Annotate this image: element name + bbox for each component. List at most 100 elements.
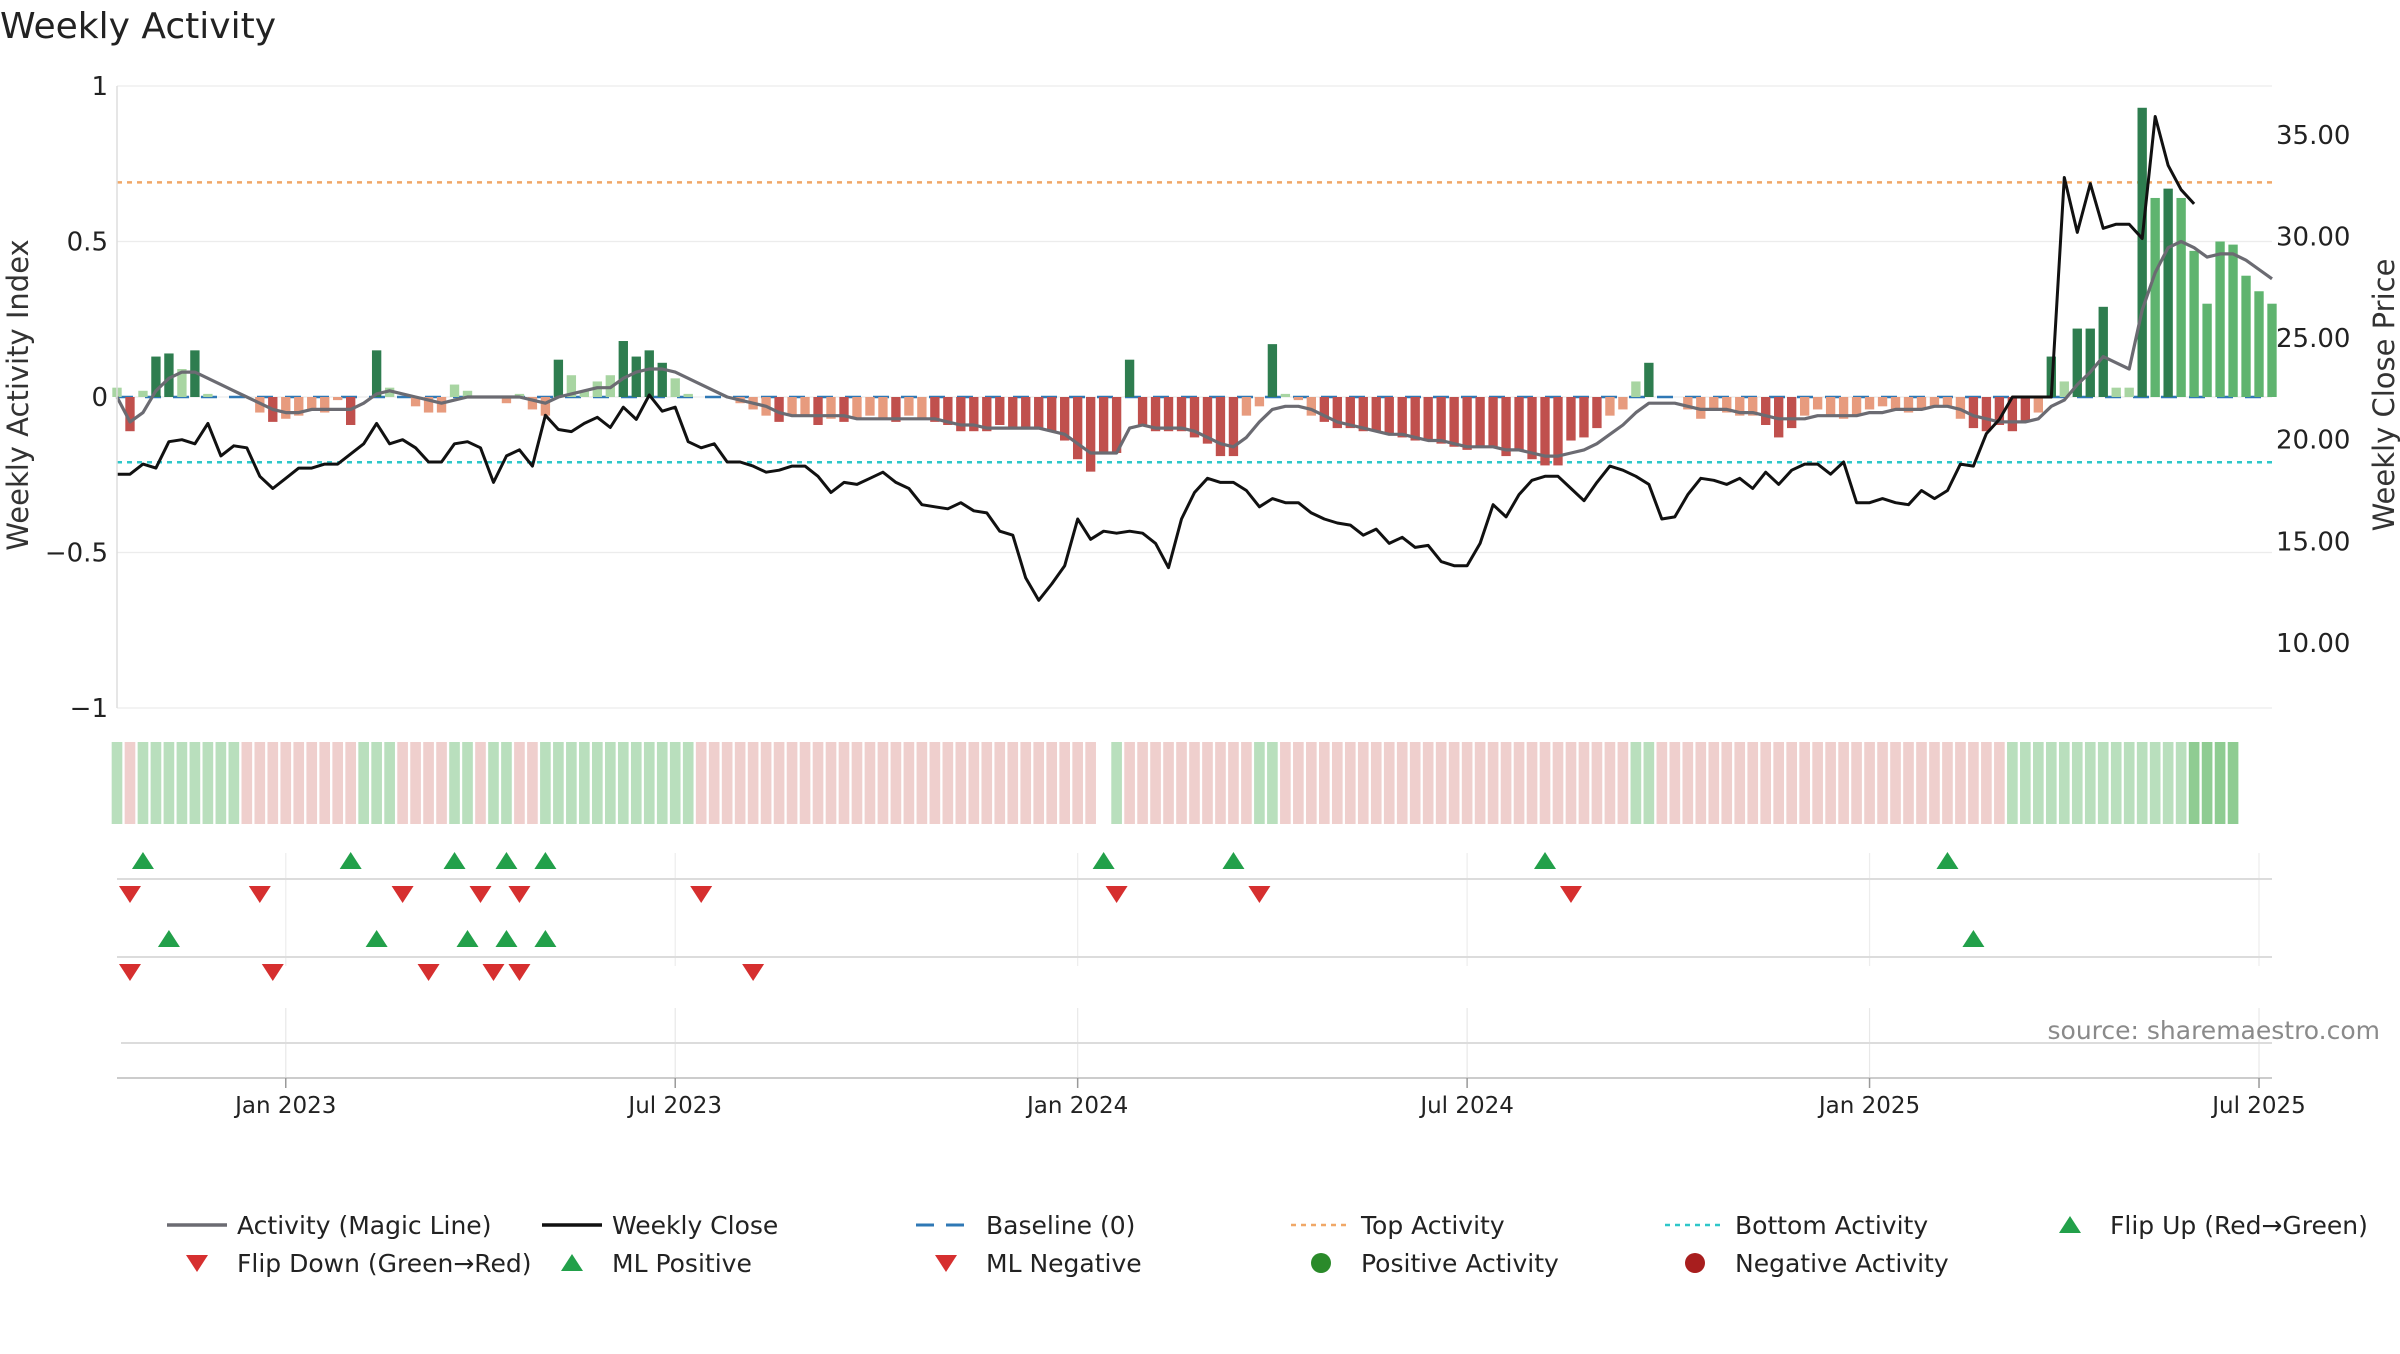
activity-bar — [2137, 107, 2147, 398]
activity-bar — [1034, 397, 1044, 429]
state-strip-cell — [643, 742, 655, 824]
legend-swatch — [2059, 1216, 2081, 1233]
state-strip-cell — [358, 742, 369, 824]
state-strip-cell — [1526, 742, 1538, 824]
activity-bar — [1423, 397, 1433, 441]
activity-bar — [683, 393, 693, 397]
state-strip-cell — [942, 742, 954, 824]
activity-bar — [1631, 381, 1641, 397]
state-strip-cell — [1734, 742, 1746, 824]
activity-bar — [644, 350, 654, 397]
state-strip-cell — [786, 742, 798, 824]
state-strip-cell — [916, 742, 928, 824]
state-strip-cell — [306, 742, 318, 824]
activity-bar — [1903, 397, 1914, 413]
ml-positive-marker — [456, 930, 479, 947]
activity-bar — [1462, 397, 1472, 450]
legend-label: Activity (Magic Line) — [237, 1211, 491, 1240]
activity-bar — [2150, 197, 2160, 397]
state-strip-cell — [1565, 742, 1577, 824]
state-strip-cell — [202, 742, 214, 824]
activity-bar — [2254, 291, 2264, 397]
activity-bar — [2124, 387, 2134, 397]
y-axis-right-label: Weekly Close Price — [2367, 259, 2400, 532]
activity-bar — [826, 397, 836, 419]
state-strip-cell — [994, 742, 1006, 824]
legend-swatch — [1685, 1253, 1705, 1273]
activity-bar — [1293, 397, 1304, 401]
state-strip-cell — [2084, 742, 2096, 824]
legend-label: Top Activity — [1360, 1211, 1505, 1240]
activity-bar — [371, 350, 382, 397]
state-strip-cell — [189, 742, 201, 824]
state-strip-cell — [1890, 742, 1901, 824]
state-strip-cell — [345, 742, 356, 824]
grid-lines — [117, 85, 2272, 1078]
state-strip-cell — [1591, 742, 1603, 824]
state-strip-cell — [1150, 742, 1161, 824]
activity-bar — [2163, 188, 2173, 397]
state-strip-cell — [1331, 742, 1343, 824]
state-strip-cell — [2214, 742, 2226, 824]
activity-bar — [1890, 397, 1901, 410]
activity-bar — [1709, 397, 1719, 410]
state-strip-cell — [1280, 742, 1291, 824]
state-strip-cell — [514, 742, 525, 824]
state-strip-cell — [501, 742, 512, 824]
state-strip-cell — [111, 742, 123, 824]
activity-bar — [774, 397, 784, 422]
legend-item-close: Weekly Close — [542, 1211, 778, 1240]
flip-down-marker — [1105, 886, 1128, 903]
state-strip-cell — [1916, 742, 1927, 824]
state-strip-cell — [1228, 742, 1239, 824]
flip-down-marker — [508, 886, 531, 903]
legend-label: Positive Activity — [1361, 1249, 1559, 1278]
legend: Activity (Magic Line) Weekly Close Baselin… — [167, 1211, 2368, 1278]
activity-bar — [1644, 362, 1654, 397]
state-strip-cell — [1968, 742, 1979, 824]
flip-down-marker — [469, 886, 492, 903]
legend-item-baseline: Baseline (0) — [916, 1211, 1135, 1240]
state-strip-cell — [1877, 742, 1888, 824]
x-tick-label: Jan 2023 — [233, 1093, 336, 1119]
activity-bar — [1111, 397, 1122, 453]
axes: 1 0.5 0 −0.5 −1 35.00 30.00 25.00 20.00 15.00 10.0… — [45, 72, 2351, 724]
state-strip-cell — [1500, 742, 1512, 824]
state-strip-cell — [890, 742, 902, 824]
activity-bar — [1176, 397, 1187, 432]
legend-label: ML Positive — [612, 1249, 752, 1278]
state-strip-cell — [1552, 742, 1564, 824]
state-strip-cell — [371, 742, 382, 824]
state-strip-cell — [799, 742, 811, 824]
activity-bar — [333, 397, 343, 401]
state-strip-cell — [1695, 742, 1707, 824]
state-strip-cell — [1981, 742, 1992, 824]
state-strip-cell — [617, 742, 629, 824]
activity-bar — [2085, 328, 2095, 397]
state-strip-cell — [864, 742, 876, 824]
left-tick-label: −1 — [70, 694, 108, 724]
state-strip-cell — [1760, 742, 1772, 824]
state-strip-cell — [267, 742, 279, 824]
state-strip-cell — [553, 742, 564, 824]
activity-bar — [1761, 397, 1771, 425]
activity-bar — [1592, 397, 1602, 429]
state-strip-cell — [1773, 742, 1785, 824]
activity-bar — [1306, 397, 1317, 416]
state-strip-cell — [968, 742, 980, 824]
source-label: source: sharemaestro.com — [2048, 1016, 2381, 1045]
activity-bar — [1150, 397, 1161, 432]
ml-positive-marker — [534, 930, 557, 947]
activity-bar — [423, 397, 434, 413]
activity-bar — [1085, 397, 1096, 472]
activity-bar — [1047, 397, 1057, 432]
flip-up-marker — [1936, 852, 1959, 869]
activity-bar — [1994, 397, 2005, 425]
activity-bar — [1008, 397, 1018, 429]
state-strip-cell — [1955, 742, 1966, 824]
state-strip-cell — [1786, 742, 1797, 824]
activity-bar — [1280, 393, 1291, 397]
activity-bar — [1202, 397, 1213, 444]
legend-item-mlpos: ML Positive — [561, 1249, 752, 1278]
